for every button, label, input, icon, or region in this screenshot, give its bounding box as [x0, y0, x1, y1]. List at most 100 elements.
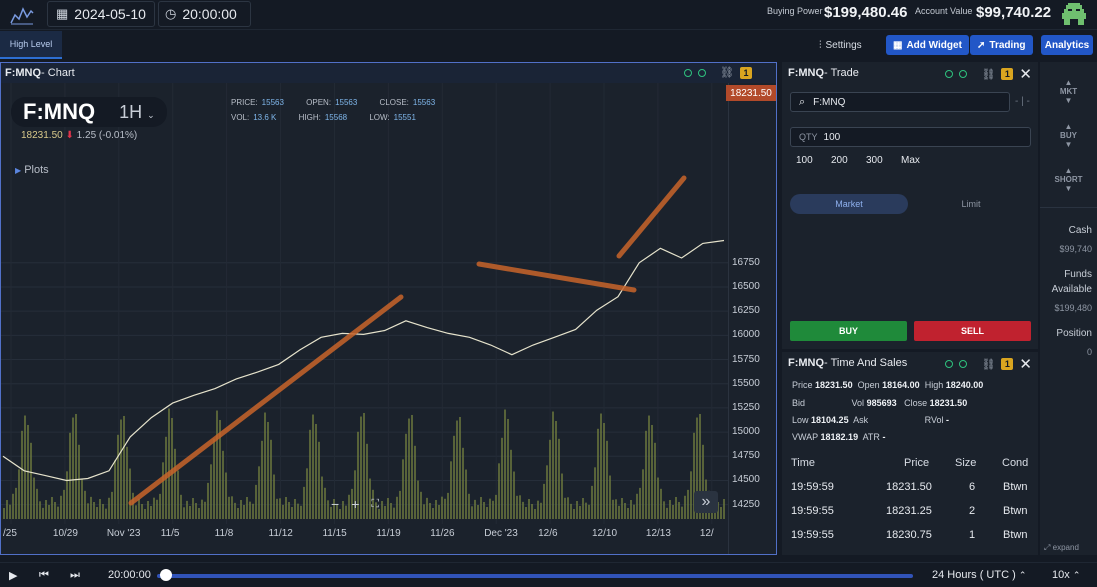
sync-icon	[959, 70, 968, 78]
play-icon[interactable]: ▶	[9, 570, 18, 582]
volume-bar	[243, 505, 245, 519]
volume-bar	[555, 420, 557, 519]
close-value: 15563	[412, 98, 436, 107]
tas-low-label: Low	[792, 415, 809, 425]
volume-bar	[141, 503, 143, 519]
skip-back-icon[interactable]: ⏮	[39, 569, 49, 581]
volume-bar	[156, 499, 158, 519]
plots-toggle[interactable]: ▶ Plots	[15, 164, 49, 176]
volume-bar	[36, 488, 38, 519]
link-group-badge[interactable]: 1	[1001, 68, 1014, 80]
cell-cond: Btwn	[1003, 529, 1028, 541]
short-label: SHORT	[1054, 175, 1083, 184]
time-and-sales-panel: F:MNQ - Time And Sales ⛓ 1 ✕ Price 18231…	[782, 352, 1038, 555]
timeframe-selector[interactable]: 1H ⌄	[119, 102, 155, 123]
divider	[1040, 207, 1097, 208]
volume-bar	[549, 439, 551, 519]
high-value: 15568	[324, 113, 348, 122]
close-icon[interactable]: ✕	[1019, 356, 1032, 373]
playback-slider[interactable]	[157, 574, 913, 578]
col-header-cond[interactable]: Cond	[1002, 457, 1029, 469]
volume-bar	[438, 504, 440, 519]
scroll-to-latest-button[interactable]: »	[694, 491, 718, 513]
volume-bar	[666, 507, 668, 519]
zoom-in-icon[interactable]: +	[351, 496, 360, 512]
volume-bar	[219, 419, 221, 519]
tas-stats-row-2: Bid Vol 985693 Close 18231.50	[792, 398, 967, 408]
volume-bar	[627, 508, 629, 519]
qty-option-max[interactable]: Max	[901, 155, 920, 166]
volume-bar	[648, 415, 650, 519]
volume-bar	[318, 441, 320, 519]
zoom-out-icon[interactable]: −	[331, 496, 340, 512]
time-picker[interactable]: ◷ 20:00:00	[158, 1, 251, 27]
symbol-search-input[interactable]: ⌕ F:MNQ	[790, 92, 1010, 112]
sell-button[interactable]: SELL	[914, 321, 1031, 341]
volume-bar	[477, 504, 479, 519]
col-header-price[interactable]: Price	[904, 457, 930, 469]
volume-bar	[261, 440, 263, 519]
add-widget-icon: ▦	[893, 39, 903, 51]
volume-bar	[531, 504, 533, 519]
speed-selector[interactable]: 10x ⌃	[1052, 569, 1080, 581]
volume-bar	[189, 505, 191, 519]
link-group-badge[interactable]: 1	[740, 66, 752, 79]
volume-bar	[576, 501, 578, 519]
close-icon[interactable]: ✕	[1019, 66, 1032, 83]
volume-bar	[498, 463, 500, 519]
tab-high-level[interactable]: High Level	[0, 31, 62, 59]
market-order-action[interactable]: ▲ MKT ▼	[1040, 78, 1097, 105]
volume-bar	[630, 499, 632, 519]
volume-bar	[687, 489, 689, 519]
col-header-time[interactable]: Time	[791, 457, 816, 469]
link-icon[interactable]: ⛓	[720, 67, 734, 79]
price-chart[interactable]	[1, 83, 728, 554]
expand-button[interactable]: ⤢ expand	[1044, 543, 1079, 553]
link-icon[interactable]: ⛓	[981, 68, 996, 81]
playback-slider-handle[interactable]	[159, 569, 172, 581]
buy-button[interactable]: BUY	[790, 321, 907, 341]
volume-bar	[660, 488, 662, 519]
settings-button[interactable]: ⫶ Settings	[812, 35, 869, 55]
symbol-bid-ask: - | -	[1015, 96, 1030, 107]
time-tick-label: 11/8	[214, 528, 234, 539]
order-type-limit[interactable]: Limit	[961, 199, 981, 209]
chart-logo-icon[interactable]	[10, 5, 34, 25]
fullscreen-icon[interactable]: ⛶	[371, 497, 380, 510]
cash-label: Cash	[1068, 225, 1092, 236]
volume-bar	[717, 501, 719, 519]
session-selector[interactable]: 24 Hours ( UTC ) ⌃	[932, 569, 1026, 581]
trading-button[interactable]: ➚ Trading	[970, 35, 1033, 55]
buy-action[interactable]: ▲ BUY ▼	[1040, 122, 1097, 149]
symbol-selector[interactable]: F:MNQ 1H ⌄	[11, 97, 167, 127]
chevron-down-icon: ⌄	[147, 109, 155, 120]
price-tick-label: 16500	[732, 280, 760, 292]
volume-bar	[147, 501, 149, 519]
qty-input[interactable]: QTY 100	[790, 127, 1031, 147]
short-action[interactable]: ▲ SHORT ▼	[1040, 166, 1097, 193]
tas-ask-label: Ask	[853, 415, 869, 425]
volume-bar	[249, 501, 251, 519]
volume-bar	[87, 503, 89, 519]
arrow-up-icon: ▲	[1064, 78, 1073, 87]
volume-bar	[672, 505, 674, 519]
qty-option-300[interactable]: 300	[866, 155, 883, 166]
order-type-market[interactable]: Market	[790, 194, 908, 214]
volume-bar	[246, 496, 248, 519]
volume-bar	[414, 445, 416, 519]
date-picker[interactable]: ▦ 2024-05-10	[47, 1, 155, 27]
volume-bar	[357, 431, 359, 519]
step-forward-icon[interactable]: ⏭	[70, 569, 80, 581]
link-icon[interactable]: ⛓	[981, 358, 996, 371]
qty-option-100[interactable]: 100	[796, 155, 813, 166]
link-group-badge[interactable]: 1	[1001, 358, 1014, 370]
analytics-button[interactable]: Analytics	[1041, 35, 1093, 55]
volume-bar	[288, 502, 290, 519]
volume-bar	[78, 444, 80, 519]
volume-bar	[702, 444, 704, 519]
col-header-size[interactable]: Size	[955, 457, 977, 469]
volume-bar	[342, 500, 344, 519]
qty-option-200[interactable]: 200	[831, 155, 848, 166]
avatar[interactable]	[1062, 3, 1086, 25]
add-widget-button[interactable]: ▦ Add Widget	[886, 35, 969, 55]
